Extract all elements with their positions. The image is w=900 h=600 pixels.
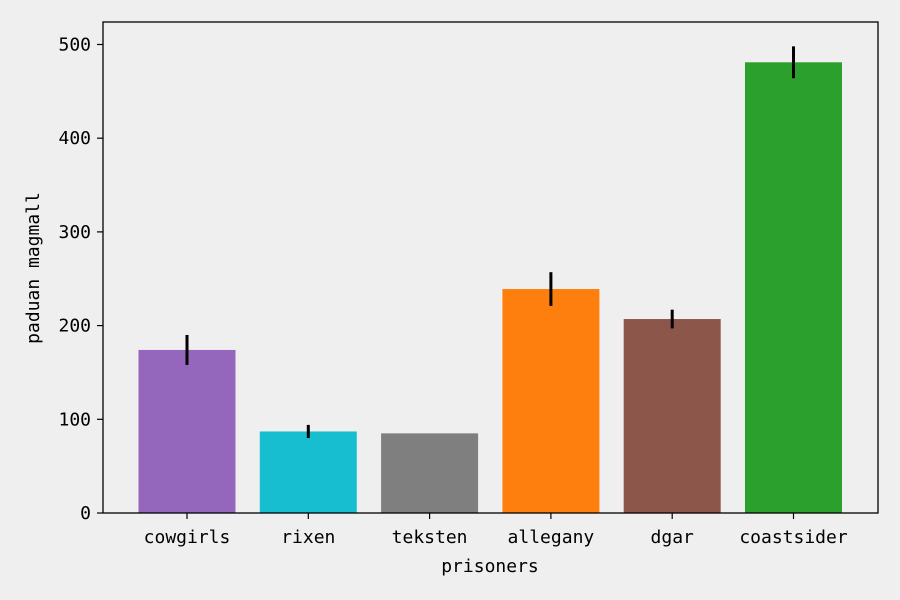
- bar-rixen: [259, 431, 357, 513]
- x-tick-label-allegany: allegany: [508, 527, 595, 548]
- x-tick-label-rixen: rixen: [281, 527, 335, 548]
- x-axis-label: prisoners: [441, 556, 539, 577]
- y-axis: 0 100 200 300 400 500: [58, 34, 103, 524]
- y-tick-label-200: 200: [58, 316, 91, 337]
- y-tick-label-300: 300: [58, 222, 91, 243]
- x-tick-label-teksten: teksten: [392, 527, 468, 548]
- y-tick-label-500: 500: [58, 34, 91, 55]
- bar-allegany: [502, 289, 600, 513]
- bar-coastsider: [745, 62, 842, 513]
- y-tick-label-100: 100: [58, 409, 91, 430]
- plot-frame: [102, 21, 879, 514]
- x-axis: cowgirls rixen teksten allegany dgar coastsid…: [144, 513, 848, 548]
- y-tick-label-400: 400: [58, 128, 91, 149]
- x-tick-label-coastsider: coastsider: [739, 527, 848, 548]
- y-tick-label-0: 0: [80, 503, 91, 524]
- x-tick-label-dgar: dgar: [651, 527, 695, 548]
- bar-teksten: [381, 433, 479, 513]
- y-axis-label: paduan magmall: [23, 192, 44, 344]
- bar-dgar: [623, 319, 721, 513]
- error-bars-group: [185, 46, 795, 439]
- bar-cowgirls: [138, 349, 236, 513]
- x-tick-label-cowgirls: cowgirls: [144, 527, 231, 548]
- bars-group: [138, 62, 842, 513]
